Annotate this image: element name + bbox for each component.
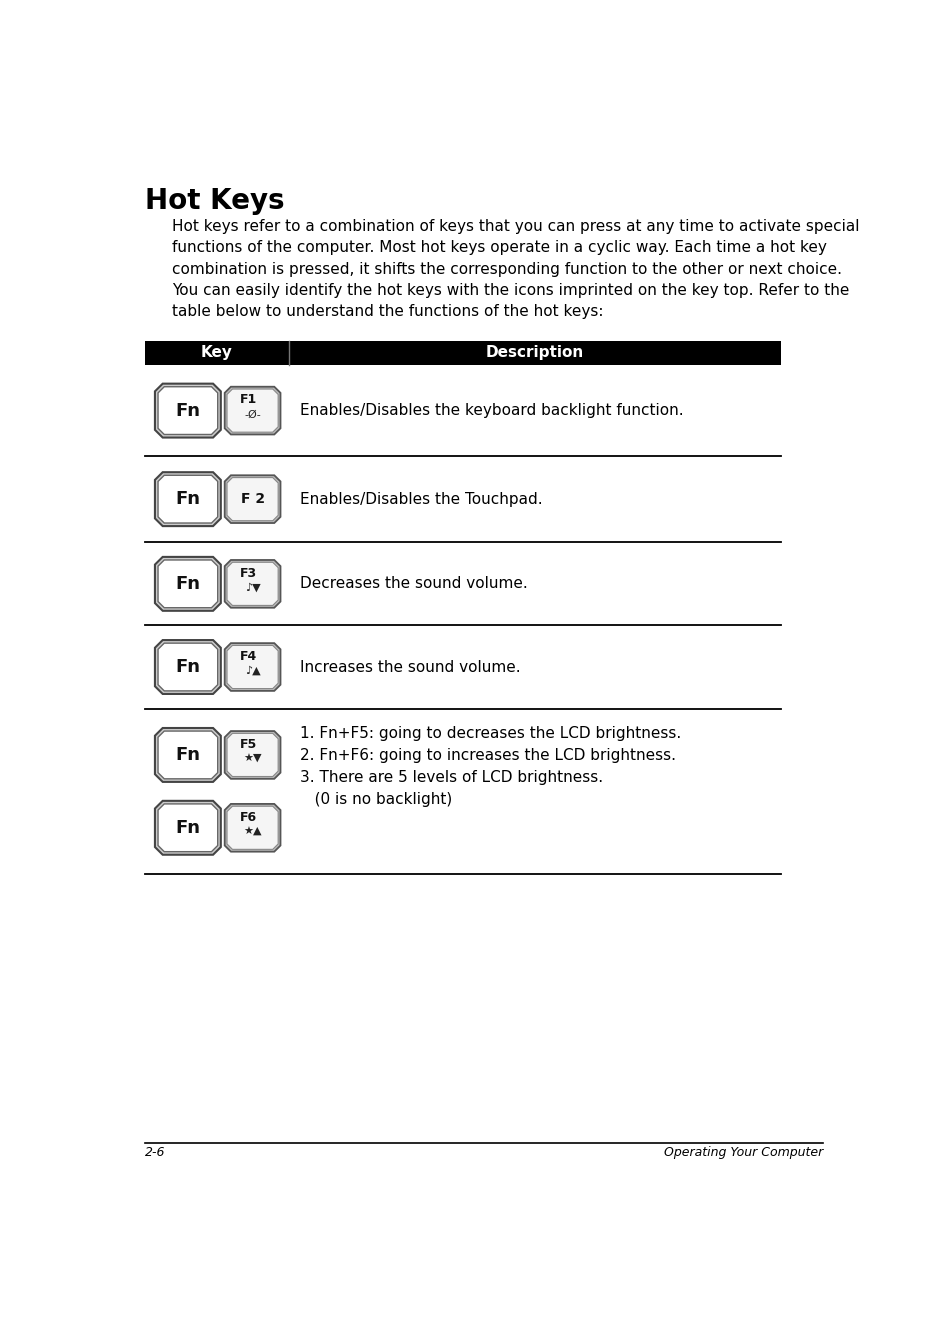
Text: Fn: Fn (176, 819, 200, 836)
Polygon shape (158, 560, 217, 607)
Polygon shape (227, 562, 278, 606)
Text: -Ø-: -Ø- (244, 410, 261, 419)
Text: ★▲: ★▲ (244, 827, 261, 836)
Text: Fn: Fn (176, 745, 200, 764)
Polygon shape (155, 801, 221, 855)
Text: Fn: Fn (176, 658, 200, 676)
Text: Hot Keys: Hot Keys (145, 187, 284, 215)
Polygon shape (225, 643, 280, 691)
Text: Operating Your Computer: Operating Your Computer (664, 1146, 822, 1159)
Text: Enables/Disables the Touchpad.: Enables/Disables the Touchpad. (300, 491, 542, 507)
Bar (145, 341, 780, 365)
Text: Fn: Fn (176, 490, 200, 508)
Polygon shape (155, 640, 221, 694)
Polygon shape (227, 806, 278, 849)
Polygon shape (227, 389, 278, 432)
Text: Key: Key (201, 345, 232, 361)
Text: Fn: Fn (176, 574, 200, 593)
Text: F4: F4 (240, 649, 257, 662)
Polygon shape (227, 734, 278, 777)
Polygon shape (225, 475, 280, 523)
Text: F3: F3 (240, 566, 257, 579)
Text: ♪▼: ♪▼ (244, 582, 261, 593)
Text: ♪▲: ♪▲ (244, 666, 261, 676)
Text: Decreases the sound volume.: Decreases the sound volume. (300, 577, 528, 591)
Text: 1. Fn+F5: going to decreases the LCD brightness.
2. Fn+F6: going to increases th: 1. Fn+F5: going to decreases the LCD bri… (300, 726, 681, 807)
Text: F6: F6 (240, 810, 257, 823)
Text: Enables/Disables the keyboard backlight function.: Enables/Disables the keyboard backlight … (300, 403, 683, 417)
Polygon shape (158, 731, 217, 778)
Polygon shape (158, 387, 217, 435)
Text: F1: F1 (240, 394, 257, 407)
Polygon shape (155, 473, 221, 525)
Polygon shape (225, 803, 280, 852)
Polygon shape (155, 383, 221, 437)
Polygon shape (225, 560, 280, 607)
Polygon shape (227, 645, 278, 689)
Text: Increases the sound volume.: Increases the sound volume. (300, 660, 520, 674)
Text: ★▼: ★▼ (244, 753, 261, 764)
Polygon shape (225, 731, 280, 778)
Polygon shape (158, 803, 217, 852)
Polygon shape (158, 643, 217, 691)
Text: 2-6: 2-6 (145, 1146, 165, 1159)
Text: Hot keys refer to a combination of keys that you can press at any time to activa: Hot keys refer to a combination of keys … (172, 219, 859, 277)
Polygon shape (225, 387, 280, 435)
Text: F 2: F 2 (241, 493, 264, 506)
Text: Fn: Fn (176, 402, 200, 420)
Polygon shape (227, 478, 278, 520)
Polygon shape (155, 557, 221, 611)
Text: Description: Description (485, 345, 583, 361)
Text: F5: F5 (240, 738, 257, 751)
Polygon shape (158, 475, 217, 523)
Text: You can easily identify the hot keys with the icons imprinted on the key top. Re: You can easily identify the hot keys wit… (172, 283, 849, 320)
Polygon shape (155, 728, 221, 782)
